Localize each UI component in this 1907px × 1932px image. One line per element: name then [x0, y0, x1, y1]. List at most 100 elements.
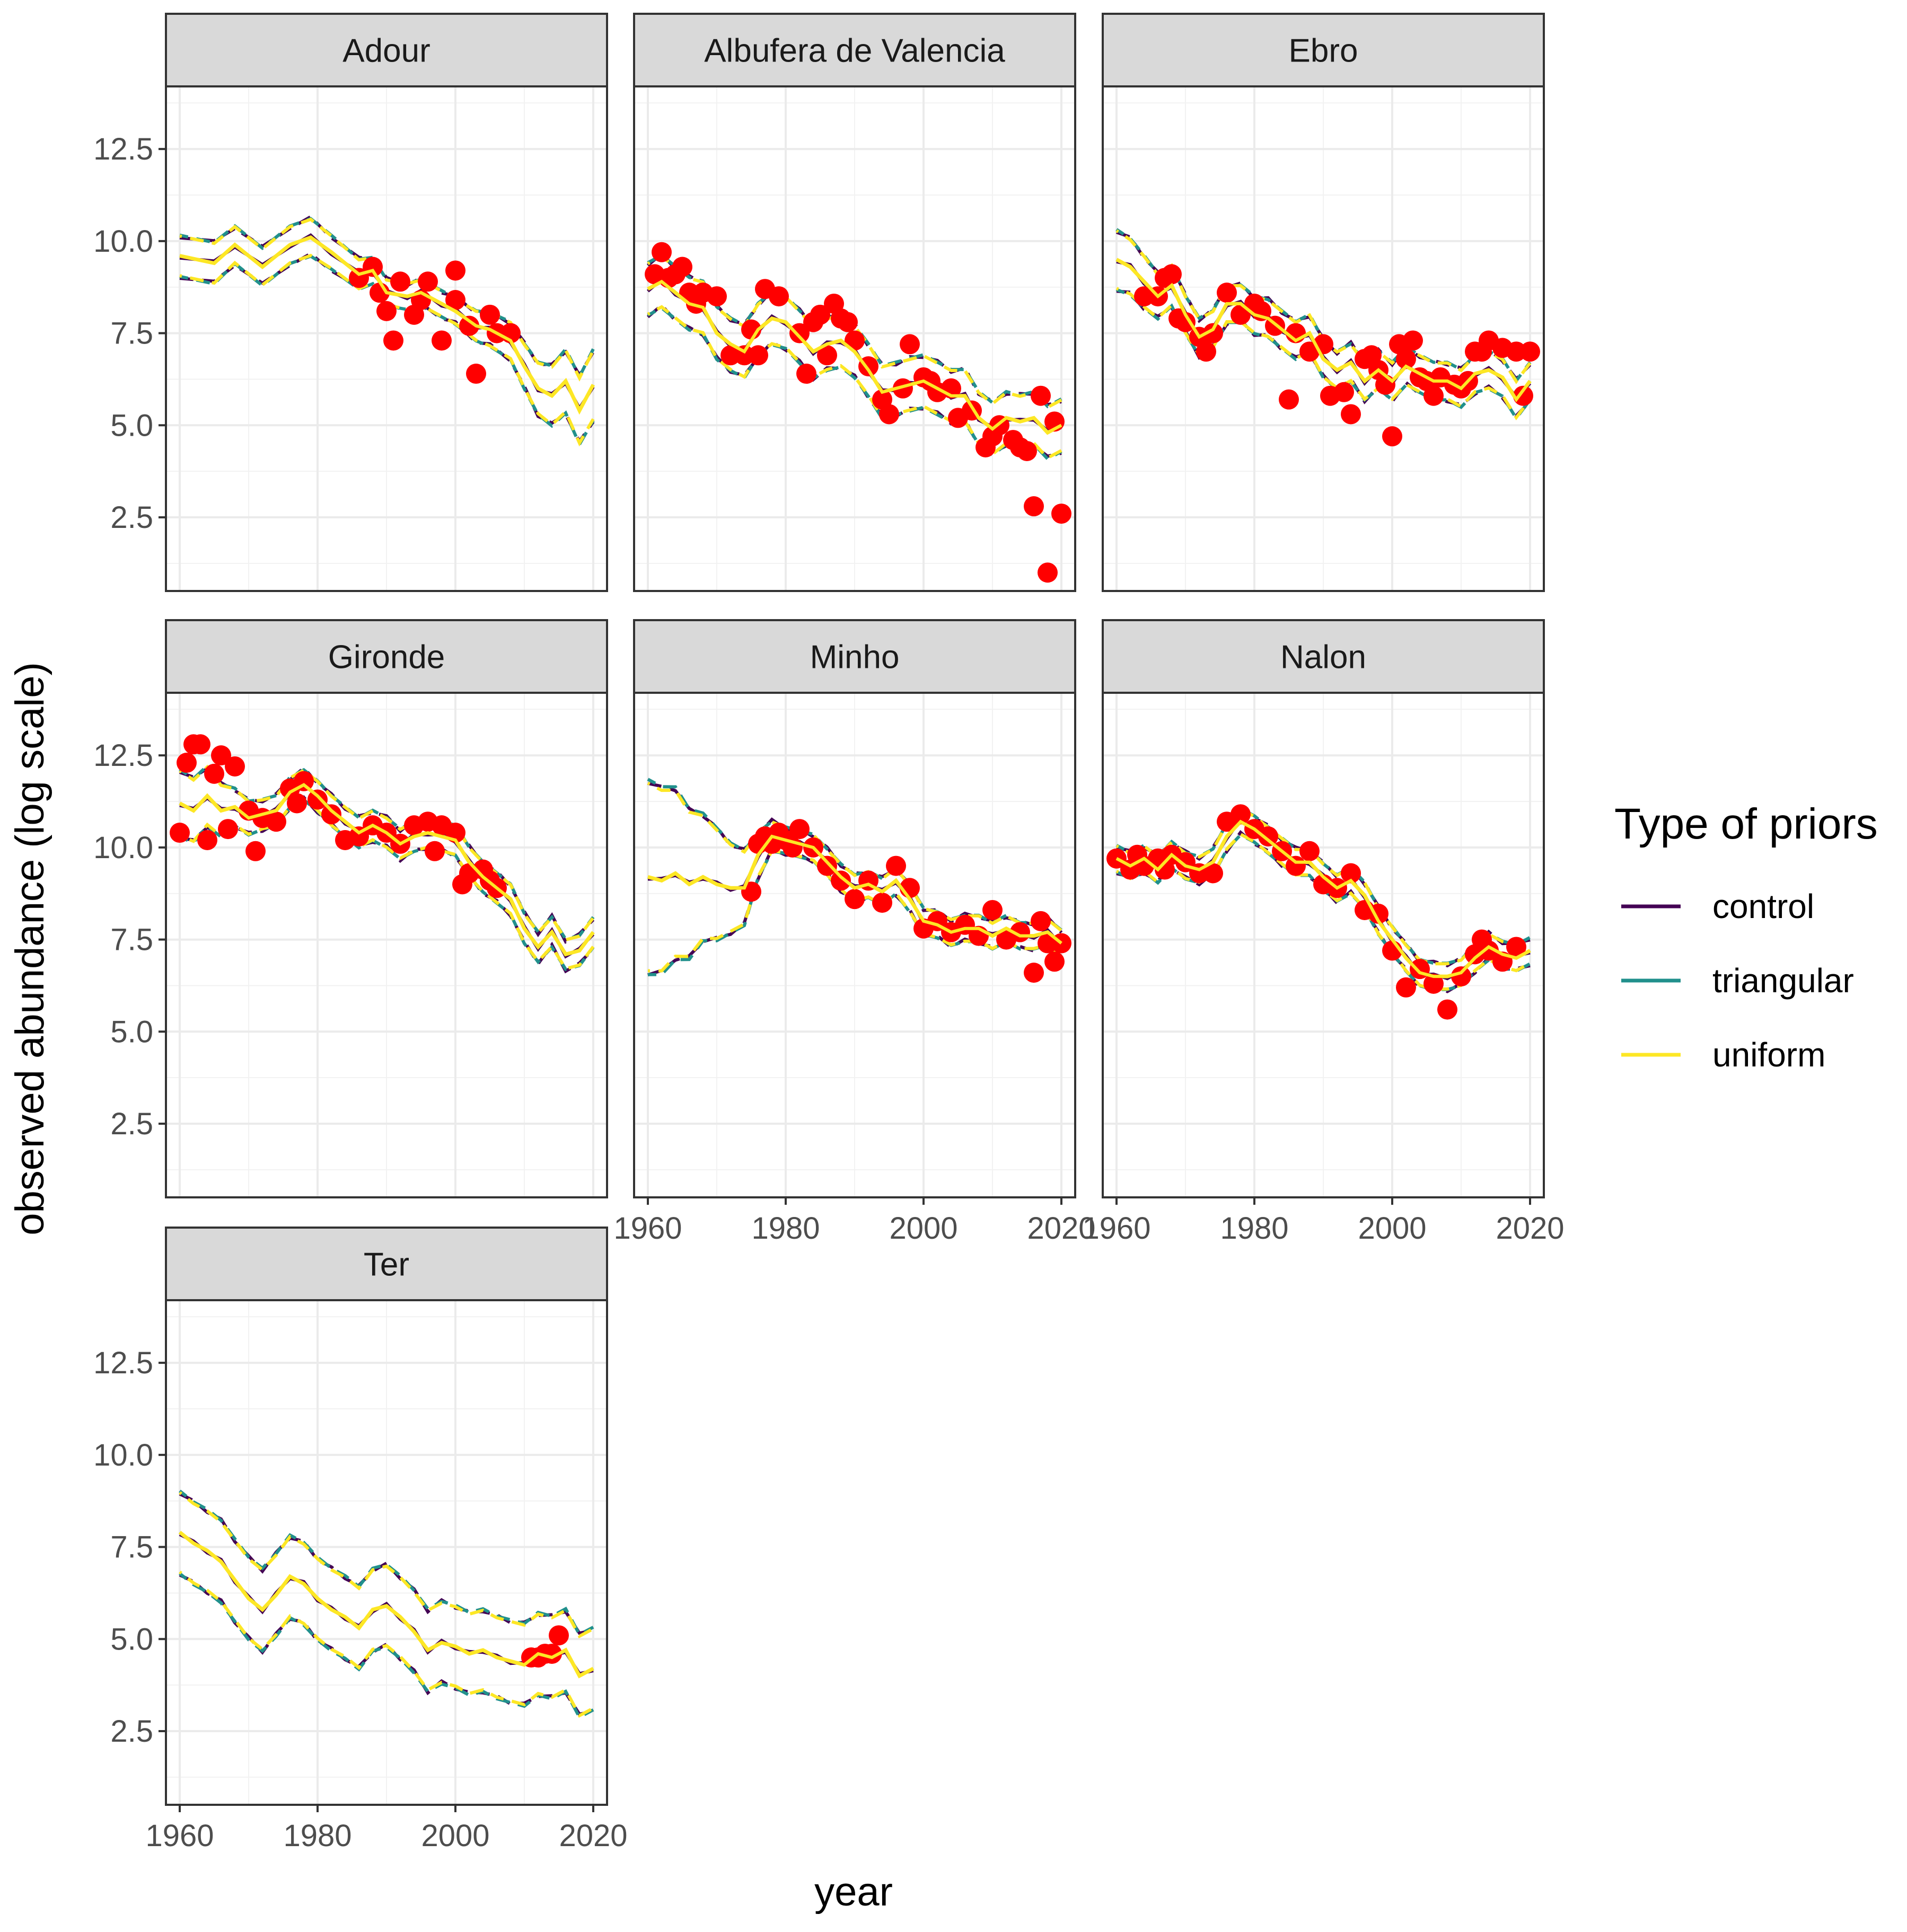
- facet-strip: [165, 13, 608, 87]
- observed-point: [1423, 973, 1444, 994]
- facet-strip: [633, 619, 1076, 694]
- x-tick-label: 1980: [1220, 1211, 1288, 1246]
- observed-point: [466, 364, 486, 384]
- observed-point: [390, 271, 410, 292]
- observed-point: [796, 364, 816, 384]
- observed-point: [480, 304, 500, 325]
- uniform-lower-bound: [179, 797, 595, 971]
- uniform-median-overlay: [179, 235, 595, 414]
- x-tick-label: 2020: [1496, 1211, 1564, 1246]
- observed-point: [1506, 341, 1526, 362]
- x-tick-label: 2000: [889, 1211, 957, 1246]
- facet-strip: [165, 1227, 608, 1301]
- observed-point: [1203, 863, 1223, 884]
- x-tick-label: 2020: [1027, 1211, 1095, 1246]
- y-tick-label: 12.5: [93, 1346, 153, 1380]
- x-tick-label: 2000: [421, 1819, 489, 1853]
- observed-point: [445, 290, 465, 311]
- uniform-upper-bound: [179, 1491, 594, 1638]
- observed-point: [1017, 440, 1037, 461]
- facet-strip-label: Adour: [342, 33, 430, 69]
- legend-items: control triangular uniform: [1621, 887, 1854, 1074]
- panel-border: [165, 85, 608, 592]
- series: [178, 1489, 594, 1719]
- observed-point: [1403, 330, 1423, 351]
- y-tick-label: 2.5: [110, 1714, 153, 1749]
- observed-point: [1382, 426, 1402, 447]
- series: [645, 242, 1071, 583]
- observed-point: [170, 823, 190, 843]
- observed-point: [204, 763, 224, 784]
- observed-point: [177, 753, 197, 773]
- facet-strip: [165, 619, 608, 694]
- control-upper-bound: [179, 215, 595, 378]
- observed-point: [1479, 940, 1499, 961]
- observed-point: [817, 345, 837, 366]
- observed-point: [886, 855, 906, 876]
- y-tick-label: 7.5: [110, 316, 153, 351]
- observed-point: [418, 271, 438, 292]
- x-tick-label: 1960: [1082, 1211, 1150, 1246]
- uniform-median-overlay: [179, 1531, 594, 1678]
- observed-point: [720, 345, 741, 366]
- observed-point: [748, 345, 768, 366]
- facet-ebro: Ebro: [1102, 13, 1545, 592]
- uniform-median-overlay: [1115, 258, 1532, 403]
- series: [647, 778, 1071, 983]
- legend-label-triangular: triangular: [1712, 961, 1854, 1000]
- observed-point: [376, 301, 397, 321]
- facet-strip-label: Minho: [810, 639, 900, 676]
- observed-point: [245, 841, 266, 861]
- legend-label-control: control: [1712, 887, 1814, 925]
- facet-strip-label: Albufera de Valencia: [704, 33, 1005, 69]
- facet-ter: Ter: [165, 1227, 608, 1806]
- observed-point: [900, 334, 920, 355]
- series: [1115, 228, 1540, 447]
- y-tick-label: 7.5: [110, 923, 153, 957]
- panel-border: [1102, 692, 1545, 1198]
- control-upper-bound: [647, 781, 1063, 934]
- observed-point: [549, 1625, 569, 1646]
- observed-point: [1024, 963, 1044, 983]
- observed-point: [838, 312, 858, 332]
- observed-point: [197, 830, 217, 850]
- y-tick-label: 2.5: [110, 1107, 153, 1141]
- observed-point: [789, 819, 810, 840]
- observed-point: [893, 378, 913, 399]
- observed-point: [652, 242, 672, 262]
- observed-point: [1279, 389, 1299, 410]
- facet-nalon: Nalon: [1102, 619, 1545, 1198]
- x-tick-label: 1980: [283, 1819, 351, 1853]
- series: [1106, 804, 1531, 1020]
- observed-point: [810, 304, 830, 325]
- gridlines: [1103, 693, 1544, 1197]
- observed-point: [1031, 385, 1051, 406]
- observed-point: [1044, 951, 1065, 972]
- panel-border: [165, 692, 608, 1198]
- y-tick-label: 7.5: [110, 1530, 153, 1565]
- observed-point: [211, 745, 231, 766]
- observed-point: [1217, 283, 1237, 303]
- x-axis-title: year: [814, 1869, 893, 1915]
- facet-strip-label: Ebro: [1289, 33, 1358, 69]
- series: [179, 215, 595, 448]
- legend-label-uniform: uniform: [1712, 1036, 1825, 1074]
- observed-point: [459, 315, 479, 336]
- y-axis-title: observed abundance (log scale): [7, 662, 52, 1236]
- gridlines: [1103, 86, 1544, 591]
- y-tick-label: 5.0: [110, 1014, 153, 1049]
- panel-border: [1102, 85, 1545, 592]
- observed-point: [1031, 911, 1051, 931]
- facet-strip-label: Gironde: [328, 639, 445, 676]
- panel-border: [633, 85, 1076, 592]
- observed-point: [1231, 804, 1251, 825]
- gridlines: [166, 1300, 607, 1805]
- observed-point: [1038, 562, 1058, 583]
- facet-strip: [1102, 13, 1545, 87]
- uniform-median-overlay: [1115, 819, 1531, 978]
- observed-point: [1258, 826, 1278, 847]
- x-tick-label: 1960: [145, 1819, 214, 1853]
- uniform-upper-bound: [179, 764, 595, 942]
- observed-point: [872, 893, 892, 913]
- observed-point: [1286, 855, 1306, 876]
